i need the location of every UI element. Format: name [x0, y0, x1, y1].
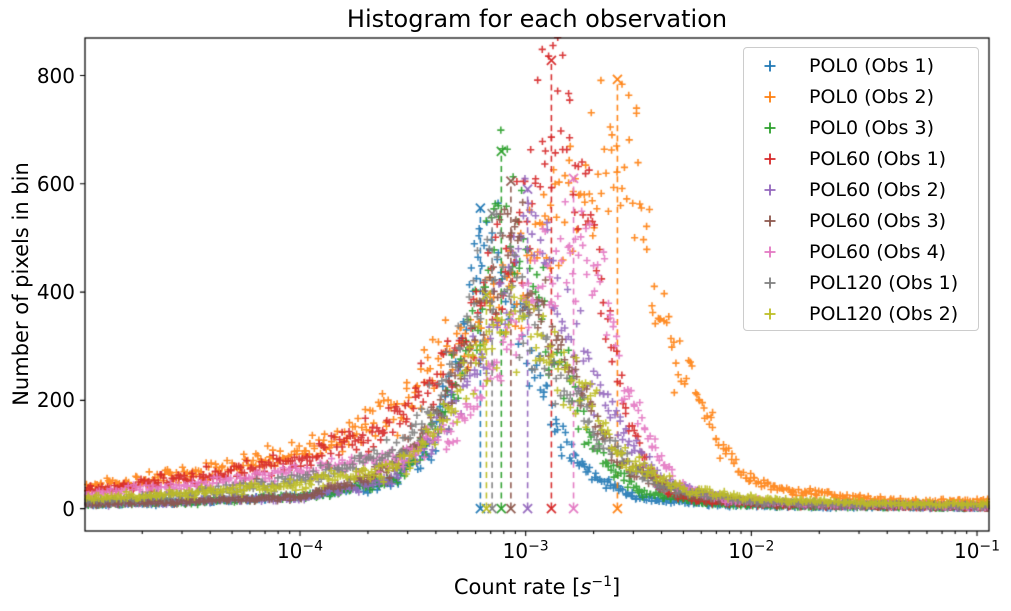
x-tick-label: 10−2 — [728, 538, 775, 563]
plus-marker-icon — [764, 153, 776, 165]
legend-label: POL0 (Obs 3) — [809, 117, 934, 140]
legend-label: POL60 (Obs 1) — [809, 148, 947, 171]
plus-marker-icon — [764, 184, 776, 196]
legend-row: POL0 (Obs 2) — [744, 82, 978, 113]
legend-label: POL0 (Obs 1) — [809, 55, 934, 78]
legend-label: POL0 (Obs 2) — [809, 86, 934, 109]
legend-label: POL60 (Obs 2) — [809, 179, 947, 201]
legend-row: POL120 (Obs 2) — [744, 298, 978, 329]
legend-row: POL60 (Obs 3) — [744, 205, 978, 236]
legend-row: POL120 (Obs 1) — [744, 267, 978, 298]
x-axis-label: Count rate [s−1] — [454, 575, 620, 599]
y-tick-label: 600 — [36, 171, 75, 196]
x-axis-label-suffix: ] — [611, 575, 621, 599]
legend: POL0 (Obs 1) POL0 (Obs 2) POL0 (Obs 3) POL6… — [743, 47, 979, 331]
legend-label: POL60 (Obs 4) — [809, 240, 947, 263]
x-axis-label-prefix: Count rate [ — [453, 575, 581, 599]
legend-row: POL60 (Obs 1) — [744, 144, 978, 175]
plus-marker-icon — [764, 60, 776, 72]
y-tick-label: 0 — [62, 496, 75, 521]
x-axis-label-exponent: −1 — [591, 574, 612, 590]
plus-marker-icon — [764, 215, 776, 227]
plus-marker-icon — [764, 308, 776, 320]
legend-label: POL120 (Obs 2) — [809, 302, 959, 325]
y-tick-label: 400 — [36, 280, 75, 305]
plus-marker-icon — [764, 122, 776, 134]
plus-marker-icon — [764, 277, 776, 289]
x-tick-label: 10−4 — [276, 538, 324, 563]
chart-title: Histogram for each observation — [346, 5, 728, 33]
x-axis-label-symbol: s — [580, 575, 592, 599]
plus-marker-icon — [764, 246, 776, 258]
legend-row: POL0 (Obs 3) — [744, 113, 978, 144]
y-tick-label: 200 — [36, 388, 75, 413]
legend-row: POL0 (Obs 1) — [744, 51, 978, 82]
x-tick-label: 10−1 — [953, 538, 1001, 563]
legend-label: POL120 (Obs 1) — [809, 271, 959, 294]
legend-row: POL60 (Obs 4) — [744, 236, 978, 267]
y-tick-label: 800 — [36, 63, 75, 88]
legend-row: POL60 (Obs 2) — [744, 175, 978, 206]
legend-label: POL60 (Obs 3) — [809, 209, 947, 232]
x-tick-label: 10−3 — [502, 538, 549, 563]
plus-marker-icon — [764, 91, 776, 103]
